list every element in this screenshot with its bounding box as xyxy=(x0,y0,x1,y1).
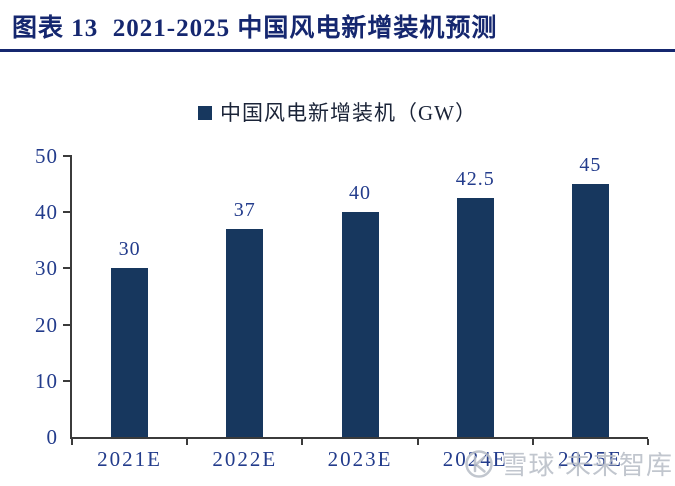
bar-value-label: 45 xyxy=(579,154,602,177)
bar-value-label: 37 xyxy=(233,199,256,222)
bar-2021E xyxy=(111,268,149,437)
bar-value-label: 40 xyxy=(349,182,371,205)
y-axis-tick-label: 50 xyxy=(35,144,58,168)
bar-2025E xyxy=(571,184,609,437)
y-axis-tick xyxy=(63,155,72,157)
y-axis-tick xyxy=(63,211,72,214)
bar-2024E xyxy=(456,198,494,437)
y-axis-tick-label: 30 xyxy=(35,256,58,281)
x-axis-tick xyxy=(647,439,649,445)
y-axis-tick-label: 40 xyxy=(35,200,58,225)
x-axis-tick xyxy=(71,439,73,445)
y-axis-tick xyxy=(63,267,72,270)
x-axis-label: 2024E xyxy=(442,447,508,471)
x-axis-label: 2021E xyxy=(97,447,162,471)
bar-2022E xyxy=(226,229,264,437)
y-axis-tick-label: 10 xyxy=(35,368,58,393)
figure-title: 图表 13 2021-2025 中国风电新增装机预测 xyxy=(12,15,498,42)
chart-legend: 中国风电新增装机（GW） xyxy=(0,97,675,127)
bar-value-label: 30 xyxy=(118,238,141,261)
y-axis-tick-label: 0 xyxy=(46,425,58,449)
y-axis-tick xyxy=(63,323,72,326)
title-rule xyxy=(0,49,675,52)
x-axis-tick xyxy=(416,439,419,445)
bar-chart-plot-area: 0 10 20 30 40 50 30 2021E 37 2022E 40 2023E 42.5 2024… xyxy=(35,146,649,470)
x-axis-tick xyxy=(186,439,189,445)
x-axis-label: 2023E xyxy=(327,447,393,471)
legend-swatch xyxy=(198,106,212,120)
x-axis-label: 2025E xyxy=(557,447,623,471)
y-axis-tick xyxy=(63,379,72,382)
y-axis-tick-label: 20 xyxy=(35,312,58,337)
x-axis-label: 2022E xyxy=(212,447,278,471)
x-axis-tick xyxy=(301,439,304,445)
legend-label: 中国风电新增装机（GW） xyxy=(220,101,477,125)
bar-value-label: 42.5 xyxy=(455,168,495,191)
x-axis-tick xyxy=(531,439,534,445)
bar-2023E xyxy=(341,212,379,437)
